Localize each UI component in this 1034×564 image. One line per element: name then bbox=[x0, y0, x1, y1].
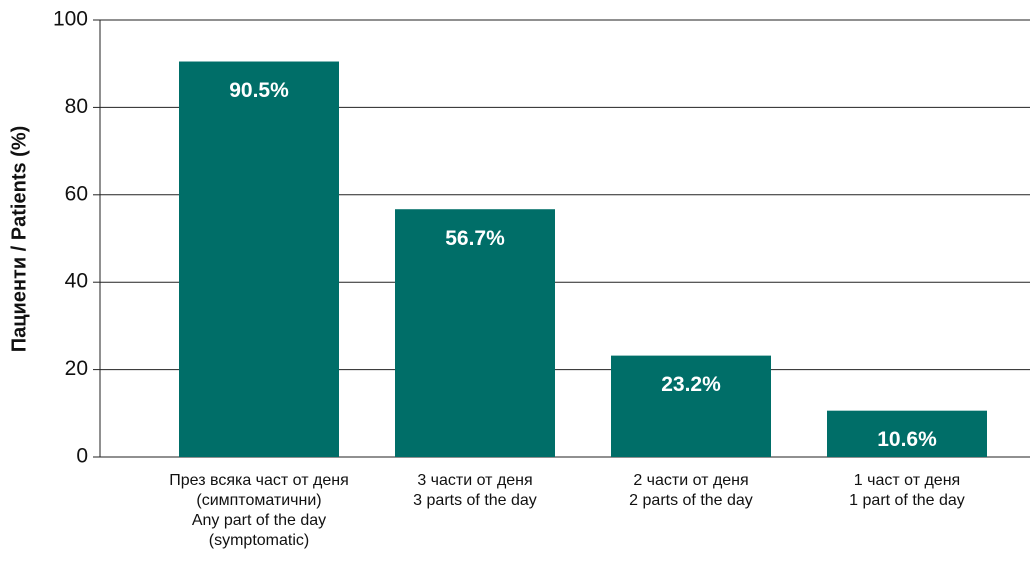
x-tick-label: (symptomatic) bbox=[209, 532, 309, 549]
bar bbox=[611, 355, 771, 457]
bar bbox=[395, 209, 555, 457]
x-tick-label: 3 части от деня bbox=[417, 472, 532, 489]
y-tick-label: 100 bbox=[53, 8, 88, 31]
value-label: 56.7% bbox=[445, 227, 505, 250]
y-tick-label: 60 bbox=[65, 182, 88, 205]
bar bbox=[827, 410, 987, 457]
value-label: 90.5% bbox=[229, 79, 289, 102]
y-axis-label: Пациенти / Patients (%) bbox=[8, 126, 30, 353]
x-tick-label: Any part of the day bbox=[192, 512, 326, 529]
bar bbox=[179, 61, 339, 457]
x-tick-label: 1 част от деня bbox=[854, 472, 960, 489]
x-tick-label: 2 parts of the day bbox=[629, 492, 753, 509]
y-tick-label: 80 bbox=[65, 95, 88, 118]
x-tick-label: 1 part of the day bbox=[849, 492, 965, 509]
x-tick-label: 2 части от деня bbox=[633, 472, 748, 489]
value-label: 23.2% bbox=[661, 373, 721, 396]
y-tick-label: 0 bbox=[76, 445, 88, 468]
y-tick-label: 40 bbox=[65, 270, 88, 293]
x-tick-label: През всяка част от деня bbox=[169, 472, 348, 489]
value-label: 10.6% bbox=[877, 428, 937, 451]
y-tick-label: 20 bbox=[65, 357, 88, 380]
x-tick-label: (симптоматични) bbox=[196, 492, 321, 509]
x-tick-label: 3 parts of the day bbox=[413, 492, 537, 509]
